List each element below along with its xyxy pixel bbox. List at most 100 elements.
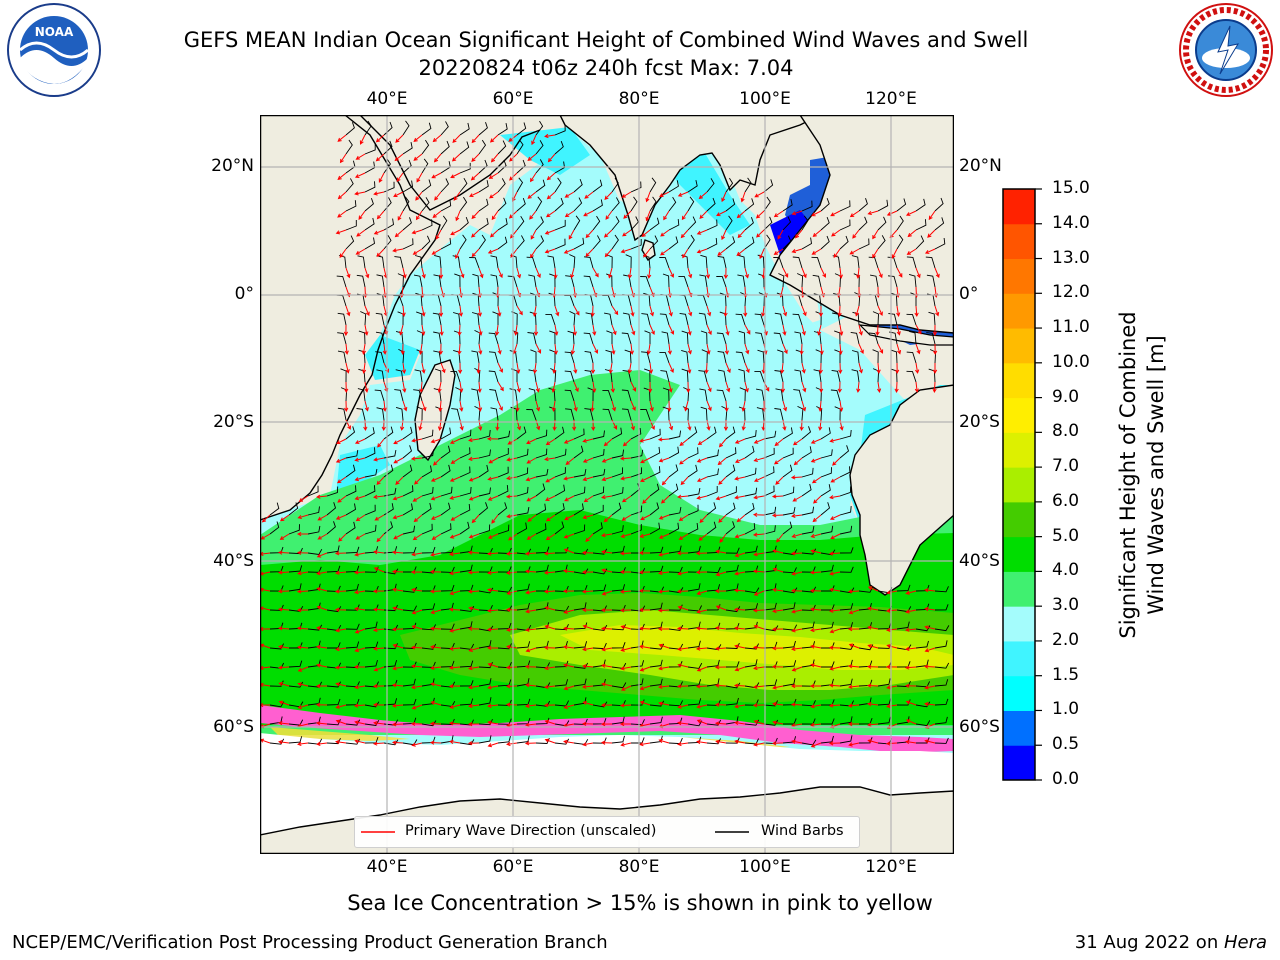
- wind-barb: [592, 235, 601, 250]
- wind-barb: [269, 643, 285, 650]
- wind-barb: [336, 275, 347, 288]
- wave-direction-arrow: [489, 191, 499, 199]
- sea-ice-note: Sea Ice Concentration > 15% is shown in …: [347, 891, 933, 915]
- wave-direction-arrow: [680, 476, 689, 486]
- wave-direction-arrow: [725, 381, 731, 393]
- wave-direction-arrow: [791, 609, 803, 614]
- wave-direction-arrow: [376, 210, 385, 220]
- wave-direction-arrow: [658, 570, 670, 575]
- wind-barb: [782, 507, 796, 516]
- wave-direction-arrow: [699, 514, 708, 524]
- wind-barb: [801, 548, 817, 555]
- wind-barb: [376, 407, 385, 421]
- wave-direction-arrow: [886, 685, 898, 690]
- wave-direction-arrow: [544, 606, 556, 611]
- wave-direction-arrow: [476, 362, 481, 375]
- wind-barb: [622, 312, 632, 326]
- wave-direction-arrow: [373, 191, 385, 196]
- footer-date: 31 Aug 2022 on Hera: [1075, 932, 1267, 953]
- wind-barb: [535, 429, 548, 440]
- wave-direction-arrow: [780, 381, 786, 394]
- wind-barb: [821, 718, 835, 725]
- wave-direction-arrow: [382, 400, 387, 412]
- wind-barb: [763, 430, 777, 440]
- wave-direction-arrow: [791, 248, 803, 254]
- wave-direction-arrow: [640, 514, 651, 521]
- wave-direction-arrow: [771, 646, 784, 651]
- wave-direction-arrow: [364, 381, 369, 393]
- wave-direction-arrow: [905, 627, 917, 632]
- wave-direction-arrow: [677, 494, 689, 499]
- wave-direction-arrow: [468, 703, 480, 708]
- wind-barb: [440, 199, 452, 212]
- wind-barb: [706, 521, 717, 535]
- wave-direction-arrow: [316, 663, 328, 668]
- wave-direction-arrow: [487, 703, 499, 708]
- wave-direction-arrow: [677, 191, 689, 197]
- wave-direction-arrow: [740, 191, 746, 203]
- wind-barb: [687, 698, 702, 706]
- wind-barb: [421, 197, 430, 212]
- wave-direction-arrow: [896, 267, 903, 278]
- wave-direction-arrow: [852, 229, 860, 239]
- wave-direction-arrow: [486, 645, 499, 651]
- wave-direction-arrow: [449, 495, 461, 500]
- wave-direction-arrow: [297, 682, 309, 687]
- wave-direction-arrow: [296, 626, 309, 631]
- wave-direction-arrow: [858, 343, 864, 355]
- wind-barb: [649, 428, 661, 440]
- wind-barb: [402, 120, 410, 136]
- wind-barb: [584, 408, 594, 421]
- wave-direction-arrow: [611, 400, 616, 412]
- wind-barb: [915, 219, 927, 231]
- wave-direction-arrow: [543, 645, 556, 650]
- wind-barb: [356, 408, 366, 421]
- wind-barb: [345, 426, 356, 440]
- wave-direction-arrow: [486, 551, 499, 556]
- wave-direction-arrow: [831, 229, 841, 237]
- colorbar-segment: [1003, 501, 1035, 538]
- wave-direction-arrow: [354, 495, 366, 501]
- wave-direction-arrow: [600, 721, 613, 727]
- wave-direction-arrow: [457, 343, 462, 356]
- india: [559, 115, 821, 242]
- wind-barb: [739, 387, 746, 402]
- wind-barb: [687, 426, 698, 440]
- wind-barb: [754, 370, 765, 383]
- wind-barb: [364, 161, 376, 174]
- wave-direction-arrow: [376, 533, 385, 543]
- wind-barb: [512, 329, 519, 345]
- wave-direction-arrow: [353, 664, 366, 670]
- wind-barb: [870, 274, 879, 288]
- wave-direction-arrow: [681, 210, 689, 221]
- graticule: [260, 115, 954, 854]
- wind-barb: [345, 546, 360, 554]
- wind-barb: [345, 583, 359, 592]
- wind-barb: [451, 408, 461, 421]
- wind-barb: [402, 159, 412, 174]
- wind-barb: [668, 219, 680, 231]
- wind-barb: [725, 464, 736, 478]
- wind-barb: [592, 430, 605, 440]
- wave-direction-arrow: [297, 514, 309, 519]
- wind-barb: [716, 389, 727, 402]
- wave-direction-arrow: [278, 682, 290, 687]
- wind-barb: [687, 196, 695, 212]
- wave-direction-arrow: [828, 551, 841, 556]
- wave-direction-arrow: [337, 210, 347, 218]
- wave-direction-arrow: [525, 609, 537, 614]
- wave-direction-arrow: [858, 324, 863, 336]
- wind-barb: [573, 237, 585, 250]
- wave-direction-arrow: [525, 627, 537, 632]
- colorbar-segment: [1003, 223, 1035, 260]
- wind-barb: [668, 506, 682, 516]
- wind-barb: [763, 447, 775, 459]
- wind-barb: [896, 621, 910, 630]
- wave-direction-arrow: [639, 533, 651, 538]
- wave-direction-arrow: [753, 684, 765, 689]
- wind-barb: [934, 679, 949, 687]
- wind-barb: [554, 426, 565, 440]
- wind-barb: [421, 465, 432, 478]
- wind-barb: [928, 311, 936, 326]
- wind-barb: [364, 198, 374, 212]
